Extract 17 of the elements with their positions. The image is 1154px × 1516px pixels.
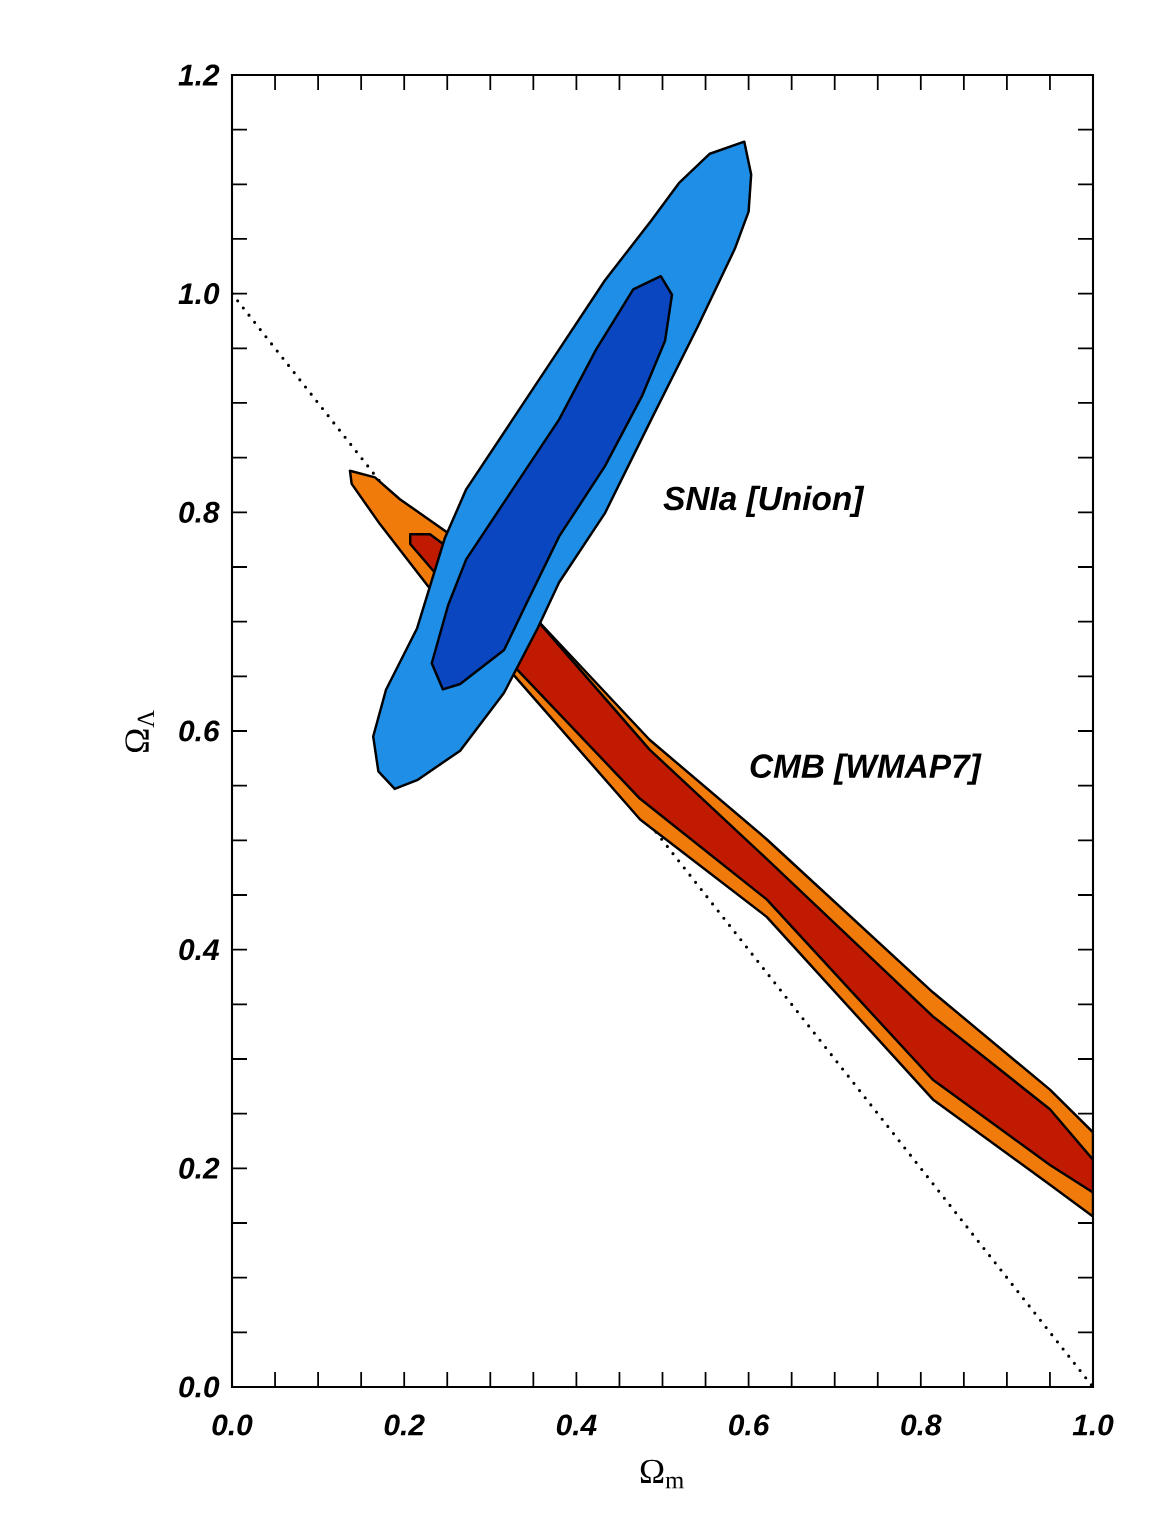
y-tick-label: 0.4 [179,939,220,961]
x-axis-title: Ω$_{m}$ [640,1459,684,1489]
y-tick-label: 0.0 [179,1376,220,1398]
x-tick-label: 0.0 [212,1414,253,1436]
y-tick-label: 1.2 [178,64,220,86]
y-tick-label: 0.8 [179,501,220,523]
y-tick-label: 0.2 [179,1157,220,1179]
x-tick-label: 0.8 [901,1414,942,1436]
x-tick-label: 0.4 [556,1414,597,1436]
x-tick-label: 1.0 [1072,1414,1114,1436]
y-tick-label: 0.6 [179,720,220,742]
annotation: CMB [WMAP7] [750,753,982,785]
annotation: SNIa [Union] [663,485,865,517]
y-tick-label: 1.0 [178,283,220,305]
x-tick-label: 0.6 [729,1414,770,1436]
y-axis-title: Ω$_{Λ}$ [125,710,154,753]
x-tick-label: 0.2 [384,1414,425,1436]
